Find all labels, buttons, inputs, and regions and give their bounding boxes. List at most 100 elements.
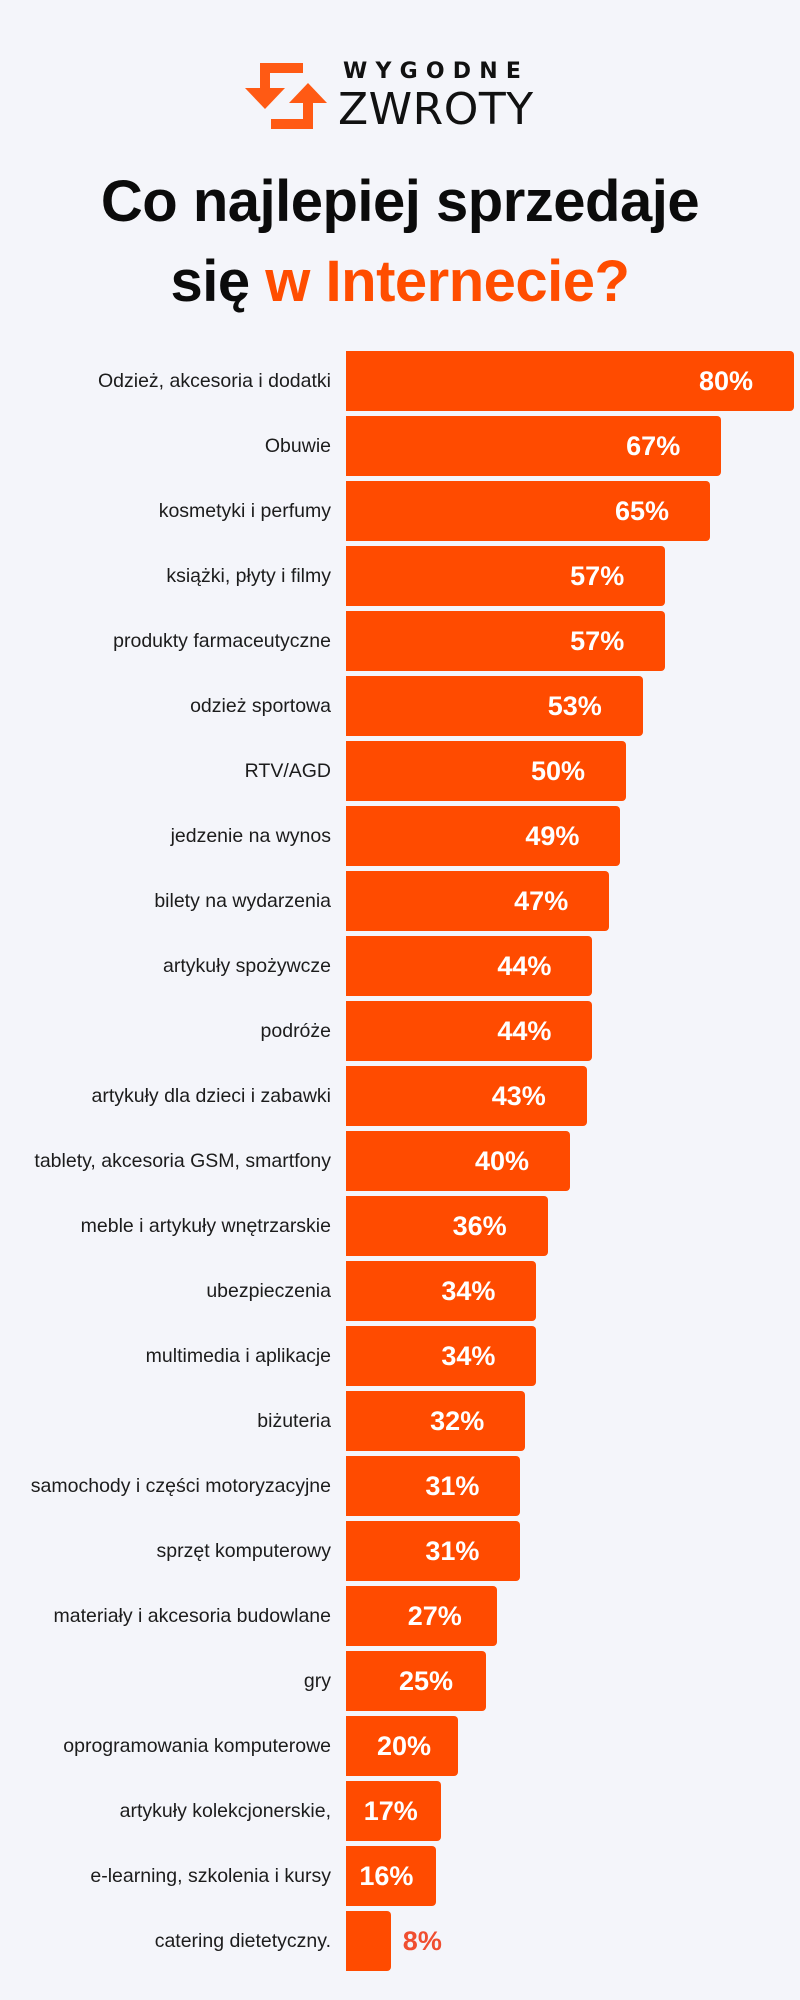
chart-row: bilety na wydarzenia 47%: [0, 871, 800, 931]
category-label: meble i artykuły wnętrzarskie: [80, 1215, 331, 1237]
category-label: e-learning, szkolenia i kursy: [90, 1865, 331, 1887]
bar: [346, 871, 610, 931]
category-label: catering dietetyczny.: [154, 1930, 331, 1952]
chart-row: Obuwie 67%: [0, 416, 800, 476]
bar: [346, 1456, 520, 1516]
category-label: ubezpieczenia: [206, 1280, 331, 1302]
value-label: 53%: [547, 691, 602, 721]
value-label: 16%: [359, 1861, 414, 1891]
category-label: multimedia i aplikacje: [145, 1345, 331, 1367]
category-label: Obuwie: [264, 435, 331, 457]
bar: [346, 1521, 520, 1581]
value-label: 57%: [570, 626, 625, 656]
chart-row: odzież sportowa 53%: [0, 676, 800, 736]
value-label: 49%: [525, 821, 580, 851]
category-label: tablety, akcesoria GSM, smartfony: [34, 1150, 331, 1172]
value-label: 27%: [407, 1601, 462, 1631]
bar: [346, 1066, 587, 1126]
value-label: 36%: [452, 1211, 507, 1241]
value-label: 43%: [491, 1081, 546, 1111]
value-label: 25%: [398, 1666, 454, 1696]
value-label: 31%: [425, 1471, 480, 1501]
bar: [346, 741, 626, 801]
chart-row: sprzęt komputerowy 31%: [0, 1521, 800, 1581]
chart-row: catering dietetyczny. 8%: [0, 1911, 800, 1971]
bar: [346, 351, 794, 411]
bar: [346, 1261, 537, 1321]
bar: [346, 1391, 526, 1451]
bar: [346, 806, 621, 866]
bar: [346, 546, 666, 606]
chart-row: ubezpieczenia 34%: [0, 1261, 800, 1321]
category-label: materiały i akcesoria budowlane: [53, 1605, 331, 1627]
category-label: bilety na wydarzenia: [154, 890, 331, 912]
value-label: 8%: [402, 1926, 442, 1956]
chart-row: materiały i akcesoria budowlane 27%: [0, 1586, 800, 1646]
category-label: artykuły dla dzieci i zabawki: [91, 1085, 331, 1107]
chart-row: gry 25%: [0, 1651, 800, 1711]
chart-row: RTV/AGD 50%: [0, 741, 800, 801]
bar: [346, 1586, 498, 1646]
title-line-2-accent: w Internecie?: [265, 249, 630, 314]
return-arrows-icon: [245, 63, 327, 129]
category-label: produkty farmaceutyczne: [113, 630, 331, 652]
value-label: 32%: [430, 1406, 485, 1436]
page-title: Co najlepiej sprzedaje się w Internecie?: [0, 162, 800, 322]
value-label: 80%: [698, 366, 754, 396]
value-label: 50%: [530, 756, 586, 786]
title-line-2-plain: się: [170, 249, 266, 314]
bar: [346, 611, 666, 671]
category-label: samochody i części motoryzacyjne: [30, 1475, 331, 1497]
chart-row: e-learning, szkolenia i kursy 16%: [0, 1846, 800, 1906]
bar: [346, 1001, 593, 1061]
category-label: gry: [303, 1670, 331, 1692]
chart-row: samochody i części motoryzacyjne 31%: [0, 1456, 800, 1516]
bar: [346, 936, 593, 996]
title-line-1: Co najlepiej sprzedaje: [100, 169, 700, 234]
category-label: kosmetyki i perfumy: [158, 500, 331, 522]
chart-row: jedzenie na wynos 49%: [0, 806, 800, 866]
logo-text-top: WYGODNE: [343, 59, 530, 84]
brand-logo: WYGODNE ZWROTY: [245, 59, 535, 135]
chart-row: książki, płyty i filmy 57%: [0, 546, 800, 606]
category-label: artykuły spożywcze: [163, 955, 331, 977]
chart-row: produkty farmaceutyczne 57%: [0, 611, 800, 671]
value-label: 20%: [376, 1731, 432, 1761]
category-label: RTV/AGD: [244, 760, 331, 782]
value-label: 40%: [474, 1146, 530, 1176]
bar: [346, 1846, 436, 1906]
value-label: 65%: [614, 496, 670, 526]
chart-row: Odzież, akcesoria i dodatki 80%: [0, 351, 800, 411]
logo-text-bottom: ZWROTY: [338, 84, 534, 135]
title-line-2: się w Internecie?: [0, 242, 800, 322]
bar: [346, 416, 722, 476]
value-label: 57%: [570, 561, 625, 591]
value-label: 17%: [363, 1796, 418, 1826]
value-label: 44%: [497, 951, 552, 981]
chart-row: oprogramowania komputerowe 20%: [0, 1716, 800, 1776]
bar: [346, 1196, 548, 1256]
bar: [346, 1326, 537, 1386]
category-label: artykuły kolekcjonerskie,: [119, 1800, 331, 1822]
bar: [346, 1651, 486, 1711]
chart-row: artykuły spożywcze 44%: [0, 936, 800, 996]
category-label: odzież sportowa: [190, 695, 331, 717]
chart-row: podróże 44%: [0, 1001, 800, 1061]
bar: [346, 1911, 391, 1971]
category-label: książki, płyty i filmy: [166, 565, 331, 587]
chart-row: biżuteria 32%: [0, 1391, 800, 1451]
category-label: Odzież, akcesoria i dodatki: [97, 370, 331, 392]
category-label: biżuteria: [257, 1410, 331, 1432]
value-label: 31%: [425, 1536, 480, 1566]
chart-row: tablety, akcesoria GSM, smartfony 40%: [0, 1131, 800, 1191]
category-label: sprzęt komputerowy: [156, 1540, 331, 1562]
chart-row: kosmetyki i perfumy 65%: [0, 481, 800, 541]
bar: [346, 1716, 458, 1776]
chart-row: artykuły dla dzieci i zabawki 43%: [0, 1066, 800, 1126]
chart-row: multimedia i aplikacje 34%: [0, 1326, 800, 1386]
value-label: 34%: [441, 1341, 496, 1371]
category-label: podróże: [260, 1020, 331, 1042]
chart-row: artykuły kolekcjonerskie, 17%: [0, 1781, 800, 1841]
chart-row: meble i artykuły wnętrzarskie 36%: [0, 1196, 800, 1256]
bar: [346, 1131, 570, 1191]
